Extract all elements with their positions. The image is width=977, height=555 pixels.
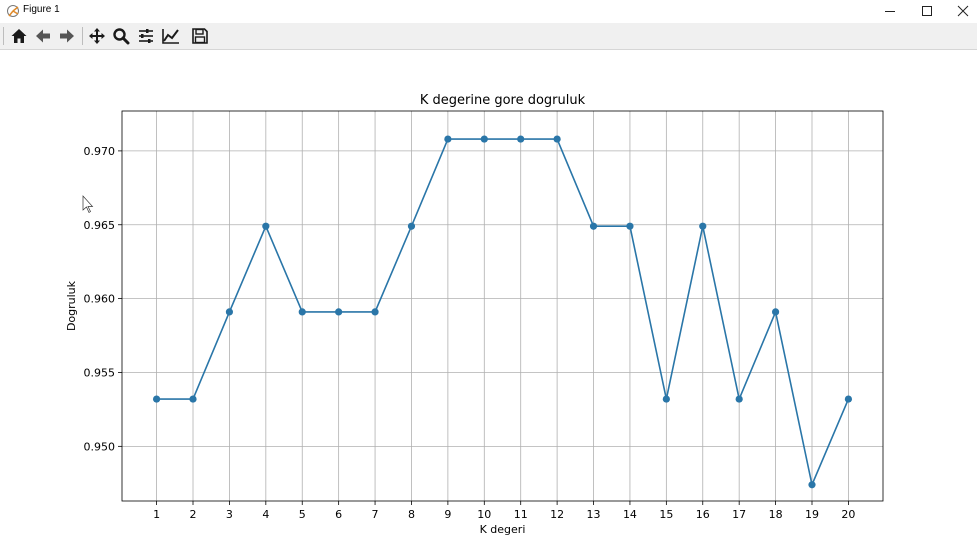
edit-curves-button[interactable] bbox=[160, 25, 182, 47]
x-tick-label: 15 bbox=[659, 508, 673, 521]
data-point bbox=[735, 395, 743, 403]
data-point bbox=[517, 135, 525, 143]
window-title: Figure 1 bbox=[23, 4, 60, 15]
x-tick-label: 9 bbox=[444, 508, 451, 521]
data-point bbox=[626, 222, 634, 230]
chart-title: K degerine gore dogruluk bbox=[420, 93, 586, 108]
data-point bbox=[407, 222, 416, 230]
figure-canvas[interactable]: K degerine gore dogruluk 1 2 3 4 5 6 7 8 9 10 11 12… bbox=[0, 50, 977, 555]
save-icon bbox=[192, 28, 208, 44]
chart-svg: K degerine gore dogruluk 1 2 3 4 5 6 7 8 9 10 11 12… bbox=[65, 93, 884, 536]
x-tick-label: 8 bbox=[408, 508, 415, 521]
save-button[interactable] bbox=[189, 25, 211, 47]
data-point bbox=[152, 395, 161, 403]
x-tick-label: 20 bbox=[841, 508, 855, 521]
x-tick-label: 1 bbox=[153, 508, 160, 521]
series bbox=[152, 135, 853, 489]
toolbar-separator bbox=[82, 27, 83, 45]
data-point bbox=[553, 135, 561, 143]
series-line bbox=[156, 138, 850, 488]
subplots-icon bbox=[139, 29, 153, 43]
x-tick-label: 16 bbox=[696, 508, 710, 521]
data-point bbox=[662, 395, 670, 403]
home-icon bbox=[11, 29, 27, 43]
x-tick-label: 12 bbox=[550, 508, 564, 521]
zoom-icon bbox=[113, 28, 130, 45]
data-point bbox=[371, 308, 379, 316]
maximize-button[interactable] bbox=[909, 0, 945, 22]
x-tick-label: 5 bbox=[299, 508, 306, 521]
data-point bbox=[844, 395, 853, 403]
x-axis-label: K degeri bbox=[480, 523, 526, 536]
home-button[interactable] bbox=[8, 25, 30, 47]
data-point bbox=[225, 308, 234, 316]
pan-button[interactable] bbox=[86, 25, 108, 47]
y-tick-label: 0.950 bbox=[84, 440, 116, 453]
back-arrow-icon bbox=[36, 29, 50, 43]
title-bar: Figure 1 bbox=[0, 0, 977, 22]
y-tick-label: 0.965 bbox=[84, 219, 116, 232]
forward-arrow-icon bbox=[60, 29, 74, 43]
x-tick-label: 4 bbox=[262, 508, 269, 521]
close-icon bbox=[957, 5, 969, 17]
back-button[interactable] bbox=[32, 25, 54, 47]
maximize-icon bbox=[922, 6, 932, 16]
matplotlib-app-icon bbox=[7, 5, 19, 17]
y-tick-label: 0.955 bbox=[84, 366, 116, 379]
x-tick-label: 14 bbox=[623, 508, 637, 521]
data-point bbox=[589, 222, 598, 230]
x-tick-label: 19 bbox=[805, 508, 819, 521]
x-tick-label: 2 bbox=[190, 508, 197, 521]
axis-ticks: 1 2 3 4 5 6 7 8 9 10 11 12 13 14 15 16 17 18 19 200.9500.95… bbox=[84, 145, 856, 521]
data-point bbox=[771, 308, 780, 316]
close-button[interactable] bbox=[945, 0, 977, 22]
mouse-cursor-icon bbox=[82, 195, 94, 214]
grid bbox=[122, 111, 883, 501]
minimize-button[interactable] bbox=[872, 0, 908, 22]
data-point bbox=[444, 135, 452, 143]
x-tick-label: 18 bbox=[769, 508, 783, 521]
x-tick-label: 11 bbox=[514, 508, 528, 521]
data-point bbox=[335, 308, 343, 316]
data-point bbox=[262, 222, 270, 230]
navigation-toolbar bbox=[0, 23, 977, 50]
axes-frame bbox=[121, 110, 884, 502]
data-point bbox=[480, 135, 488, 143]
data-point bbox=[189, 395, 197, 403]
zoom-button[interactable] bbox=[110, 25, 132, 47]
x-tick-label: 10 bbox=[477, 508, 491, 521]
data-point bbox=[298, 308, 306, 316]
y-tick-label: 0.970 bbox=[84, 145, 116, 158]
y-tick-label: 0.960 bbox=[84, 293, 116, 306]
y-axis-label: Dogruluk bbox=[65, 280, 78, 331]
forward-button[interactable] bbox=[56, 25, 78, 47]
edit-curves-icon bbox=[162, 29, 179, 44]
x-tick-label: 6 bbox=[335, 508, 342, 521]
toolbar-separator bbox=[3, 27, 4, 45]
x-tick-label: 7 bbox=[372, 508, 379, 521]
x-tick-label: 3 bbox=[226, 508, 233, 521]
data-point bbox=[808, 481, 816, 489]
pan-icon bbox=[89, 28, 105, 44]
minimize-icon bbox=[885, 11, 895, 12]
data-point bbox=[699, 222, 707, 230]
x-tick-label: 17 bbox=[732, 508, 746, 521]
x-tick-label: 13 bbox=[587, 508, 601, 521]
subplots-button[interactable] bbox=[135, 25, 157, 47]
